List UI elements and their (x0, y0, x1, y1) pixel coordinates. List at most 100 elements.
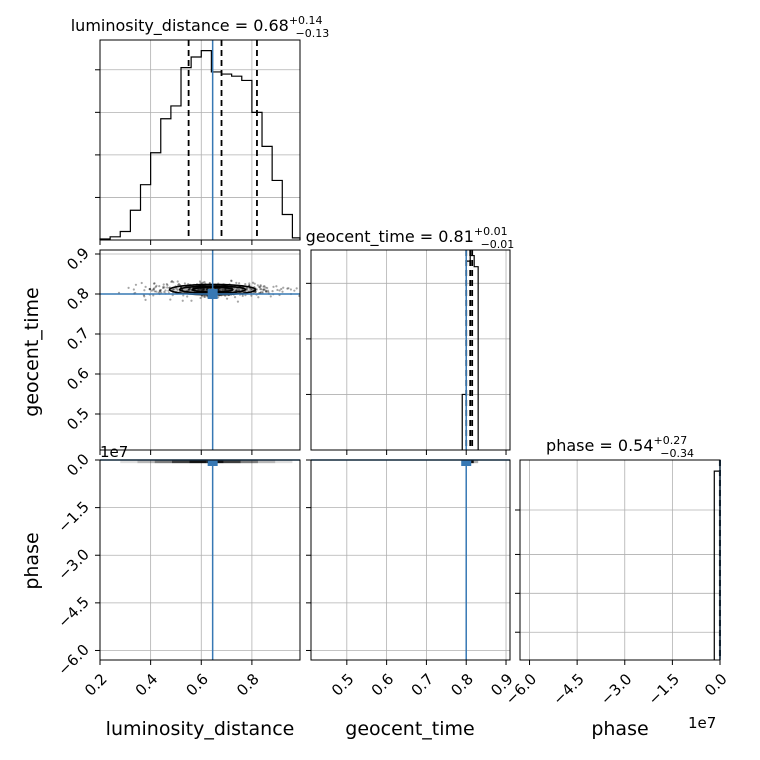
axes-frame (310, 249, 511, 451)
sample-point (258, 286, 262, 289)
x-tick-label: 0.5 (328, 670, 358, 700)
axes-frame (99, 39, 301, 241)
y-tick-label: 0.9 (63, 244, 93, 274)
sample-point (152, 294, 155, 297)
sample-point (267, 291, 270, 294)
sample-point (264, 290, 268, 293)
sample-point (182, 294, 185, 297)
sample-point (262, 288, 265, 291)
sample-point (225, 297, 229, 300)
xlabel-phase: phase (591, 718, 648, 740)
sample-point (177, 282, 181, 286)
sample-point (162, 283, 165, 286)
sample-point (259, 285, 262, 288)
sample-point (264, 286, 267, 289)
sample-point (266, 289, 270, 292)
sample-point (163, 286, 166, 289)
sample-point (166, 286, 169, 289)
truth-marker (207, 289, 218, 299)
sample-point (164, 289, 167, 292)
sample-point (203, 280, 206, 284)
sample-point (165, 282, 168, 286)
sample-point (256, 284, 259, 287)
sample-point (223, 288, 227, 291)
sample-point (248, 283, 251, 287)
sample-point (163, 290, 166, 294)
sample-point (127, 286, 130, 289)
sample-point (143, 295, 146, 298)
sample-point (272, 285, 275, 288)
sample-point (245, 288, 249, 291)
histogram-step (99, 50, 301, 240)
sample-point (260, 288, 263, 291)
sample-point (205, 287, 209, 291)
sample-point (262, 288, 265, 292)
x-tick-label: −4.5 (549, 670, 587, 708)
y-tick-label: −4.5 (54, 593, 92, 631)
sample-point (150, 289, 153, 292)
sample-point (230, 279, 233, 283)
sample-point (257, 296, 260, 299)
y-tick-label: 0.7 (63, 324, 93, 354)
sample-point (187, 289, 190, 292)
sample-point (175, 287, 178, 290)
sample-point (166, 284, 169, 287)
y-tick-label: 0.5 (63, 404, 93, 434)
sample-point (269, 295, 272, 298)
sample-point (134, 283, 138, 286)
density-cell (223, 460, 241, 464)
y-tick-label: −3.0 (54, 545, 92, 583)
sample-point (202, 287, 206, 290)
sample-point (295, 287, 298, 290)
panel-phase-vs-luminosity-distance: −6.0 −4.5 −3.0 −1.5 0.0 0.2 0.4 0.6 0.8 (54, 450, 301, 700)
sample-point (259, 284, 262, 287)
sample-point (189, 288, 192, 291)
sample-point (203, 295, 207, 298)
sample-point (170, 280, 174, 283)
sample-point (152, 288, 155, 291)
sample-point (176, 280, 179, 283)
sample-point (238, 282, 241, 285)
sample-point (250, 288, 254, 291)
sample-point (172, 288, 176, 291)
sample-point (144, 285, 147, 288)
sample-point (202, 288, 205, 292)
sample-point (262, 285, 265, 288)
x-tick-label: 0.4 (132, 670, 162, 700)
density-cell (469, 460, 474, 464)
sample-point (201, 295, 204, 298)
sample-point (202, 287, 205, 291)
sample-point (202, 287, 205, 290)
truth-marker (207, 460, 218, 466)
density-cell (120, 460, 138, 464)
x-tick-label: −3.0 (597, 670, 635, 708)
sample-point (148, 287, 151, 291)
sample-point (152, 288, 155, 291)
axes-frame (99, 459, 301, 661)
x-tick-label: 0.8 (447, 670, 477, 700)
sample-point (271, 290, 274, 293)
sample-point (244, 283, 247, 286)
panel-geocent-time-vs-luminosity-distance: 0.5 0.6 0.7 0.8 0.9 (63, 244, 301, 455)
density-cell (275, 460, 293, 464)
sample-point (208, 281, 211, 285)
sample-point (176, 288, 179, 291)
ylabel-phase: phase (21, 532, 43, 589)
sample-point (201, 281, 205, 284)
sample-point (250, 294, 253, 297)
sample-point (148, 288, 151, 291)
sample-point (158, 289, 161, 292)
axes-frame (519, 459, 721, 661)
sample-point (155, 284, 158, 287)
sample-point (235, 281, 238, 284)
sample-point (253, 282, 256, 285)
panel-phase-vs-geocent-time: 0.5 0.6 0.7 0.8 0.9 (306, 459, 517, 700)
xlabel-luminosity-distance: luminosity_distance (106, 718, 295, 740)
sample-point (153, 287, 156, 290)
phase-y-offset-label: 1e7 (100, 443, 128, 461)
sample-point (199, 288, 202, 291)
sample-point (190, 299, 193, 302)
title-phase: phase = 0.54+0.27 −0.34 (546, 434, 694, 460)
sample-point (230, 279, 233, 282)
sample-point (281, 290, 284, 293)
